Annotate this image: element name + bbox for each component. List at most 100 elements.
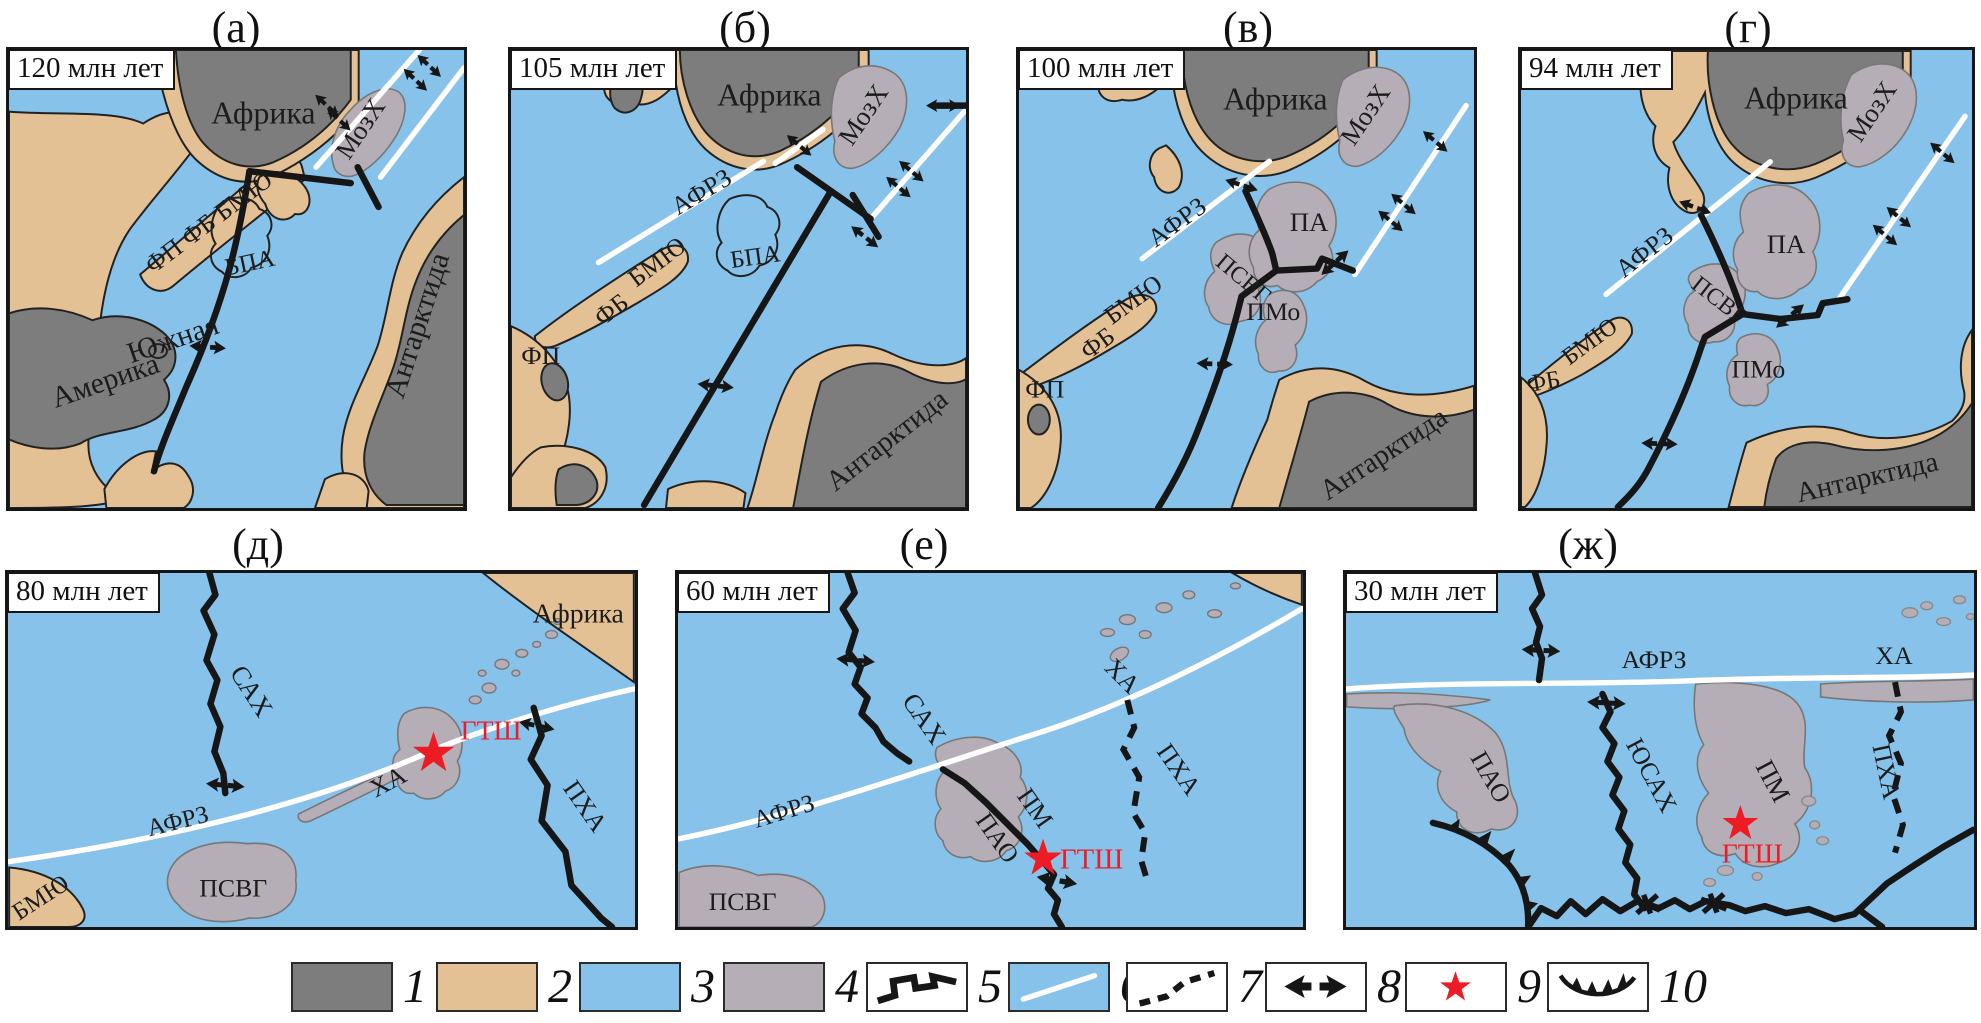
antarctica-craton [1278,391,1474,508]
antarctica-craton [1763,401,1972,508]
legend-num: 2 [548,960,572,1013]
label-fp: ФП [521,341,560,370]
antarctica-islet [313,472,370,508]
transform-tick [354,164,382,211]
spreading-ridge [1739,296,1851,323]
panel-d-letter: (д) [232,520,284,569]
label-fp: ФП [1025,375,1064,404]
label-africa: Африка [533,599,624,630]
mozambique-ridge-plateau [1335,66,1411,168]
bpa-outline [715,194,781,278]
islets [1702,795,1830,887]
afrz-fracture-line [8,686,635,865]
legend-num: 4 [835,960,859,1013]
legend-swatch-ridge [866,962,968,1012]
afrz-fracture-line [595,158,767,266]
panel-a-canvas: Африка МозХ ФП ФБ БМЮ БПА Южная Америка … [9,50,464,508]
afrz-fracture-line [1346,672,1974,692]
legend-num: 8 [1377,960,1401,1013]
legend-item-6: 6 [1008,962,1144,1012]
fracture-zone-line [867,106,966,222]
panel-b-age-badge: 105 млн лет [510,49,678,90]
panel-v-map: 100 млн лет Африка АФРЗ МозХ ПА ПСВГ ПМо… [1016,47,1477,511]
panel-b-canvas: Африка АФРЗ МозХ БПА БМЮ ФБ ФП Антарктид… [511,50,966,508]
dashed-line-icon [1138,969,1216,1007]
label-pa: ПА [1290,207,1329,237]
antarctica-craton [792,362,966,508]
craton-islet [148,343,168,359]
africa-hook [1148,144,1183,194]
label-afrz: АФРЗ [1622,645,1687,674]
subduction-zone-icon [1558,973,1637,997]
spreading-ridge [1614,310,1746,508]
panel-b-map: 105 млн лет Африка АФРЗ МозХ БПА БМЮ Ф [508,47,969,511]
legend-item-3: 3 [579,962,715,1012]
legend-num: 1 [403,960,427,1013]
south-america-craton [9,307,177,450]
panel-g-age-badge: 94 млн лет [1520,49,1673,90]
panel-a-age-badge: 120 млн лет [8,49,176,90]
pa-plateau [1248,181,1337,293]
antarctica-craton [363,213,464,507]
panel-e-letter: (е) [899,520,949,569]
craton-islet [540,362,570,402]
fracture-zone-line [772,126,826,166]
legend-swatch-margin [436,962,538,1012]
label-psvg: ПСВГ [709,887,777,916]
label-gtsh: ГТШ [1722,839,1783,870]
legend-item-5: 5 [866,962,1002,1012]
spreading-ridge [1697,211,1746,318]
panel-v-canvas: Африка АФРЗ МозХ ПА ПСВГ ПМо БМЮ ФБ ФП А… [1019,50,1474,508]
pha-dashed-line [1885,681,1907,854]
mozambique-ridge-plateau [1840,63,1918,168]
fracture-zone-line [1836,113,1968,302]
spreading-ridge [1242,187,1280,274]
spreading-ridge [793,164,874,223]
psvg-plateau [678,865,826,927]
panel-d-canvas: Африка САХ ГТШ ХА АФРЗ ПХА БМЮ ПСВГ [8,573,635,927]
africa-craton [173,50,352,168]
bmu-band [533,244,689,349]
fb-mass [1521,376,1548,508]
bottom-boundary-spur [1859,908,1886,927]
island-chain [468,617,563,705]
legend-item-1: 1 [291,962,427,1012]
bpa-outline [209,196,273,279]
pao-plateau [1393,703,1519,834]
ridge-line-icon [876,972,957,1005]
spreading-arrows-icon [1284,975,1347,998]
panel-g-canvas: Африка АФРЗ МозХ ПА ПСВГ ПМо БМЮ ФБ Анта… [1521,50,1972,508]
legend-item-10: 10 [1547,962,1707,1012]
legend-num: 7 [1238,960,1262,1013]
legend-swatch-arrows [1265,962,1367,1012]
craton-islet [1026,403,1051,436]
sah-ridge [839,573,913,765]
legend-swatch-plateau [723,962,825,1012]
panel-g-letter: (г) [1724,3,1772,52]
legend-swatch-subduction [1547,962,1649,1012]
legend-num: 9 [1517,960,1541,1013]
spreading-ridge [246,167,354,187]
africa-margin [481,573,635,684]
label-psvg: ПСВГ [199,873,267,902]
spreading-ridge [150,167,253,475]
legend-item-2: 2 [436,962,572,1012]
mozambique-ridge-plateau [331,88,406,178]
panel-d-map: 80 млн лет Африка САХ ГТШ ХА АФРЗ ПХА БМ… [5,570,638,930]
spreading-ridge [1154,267,1280,508]
panel-v-age-badge: 100 млн лет [1018,49,1186,90]
margin-tail [103,450,195,508]
legend-item-8: 8 [1265,962,1401,1012]
pa-plateau [1732,184,1821,300]
label-pmo: ПМо [1732,354,1786,383]
panel-a-letter: (а) [211,3,261,52]
spreading-ridge [1273,255,1357,274]
pm-plateau [1693,681,1813,868]
label-africa: Африка [1744,80,1848,115]
label-gtsh: ГТШ [461,716,522,747]
island-chain [1099,582,1242,663]
panel-a-map: 120 млн лет Африка МозХ ФП ФБ БМЮ БПА Юж… [6,47,467,511]
legend-swatch-fracture [1008,962,1110,1012]
pha-dashed-line [1120,699,1151,882]
margin-strip [664,480,747,508]
